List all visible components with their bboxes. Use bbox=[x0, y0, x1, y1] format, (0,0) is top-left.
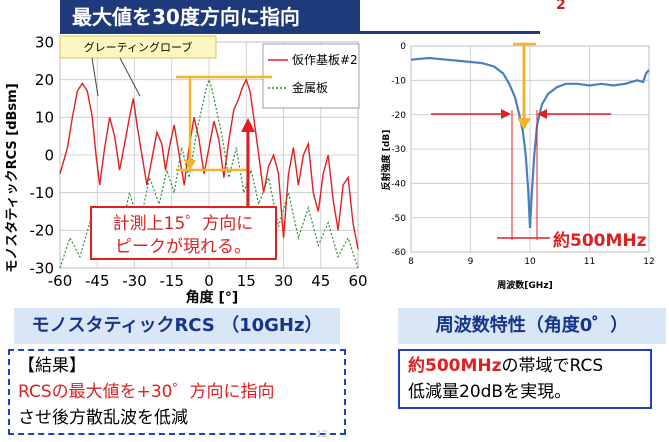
curves bbox=[59, 77, 359, 269]
title-underline bbox=[360, 31, 540, 34]
x-tick-label: -60 bbox=[48, 272, 73, 290]
bandwidth-text-2: 低減量20dBを実現。 bbox=[408, 382, 572, 402]
x-tick-label: -45 bbox=[85, 272, 110, 290]
result-box: 【結果】 RCSの最大値を+30゜方向に指向 させ後方散乱波を低減 bbox=[8, 349, 346, 435]
y-tick-label: -30 bbox=[391, 145, 406, 155]
y-tick-label: -60 bbox=[391, 248, 406, 258]
legend-label-fabricated: 仮作基板#2 bbox=[292, 53, 358, 67]
grating-lobe-callout: グレーティングローブ bbox=[59, 35, 217, 97]
legend: 仮作基板#2 金属板 bbox=[262, 43, 360, 109]
y-tick-label: -10 bbox=[391, 76, 406, 86]
x-tick-label: 10 bbox=[524, 257, 536, 267]
x-tick-label: 12 bbox=[643, 257, 654, 267]
x-tick-label: 8 bbox=[408, 257, 414, 267]
result-line-1: RCSの最大値を+30゜方向に指向 bbox=[18, 382, 275, 402]
series-line-1 bbox=[59, 77, 359, 269]
result-line-2: させ後方散乱波を低減 bbox=[18, 408, 188, 428]
bandwidth-highlight: 約500MHz bbox=[408, 356, 502, 376]
x-tick-label: 0 bbox=[204, 272, 214, 290]
curves bbox=[410, 56, 650, 229]
legend-label-metal: 金属板 bbox=[292, 80, 328, 95]
center-marker bbox=[513, 42, 536, 130]
corner-mark: 2 bbox=[556, 0, 566, 13]
x-tick-label: -15 bbox=[160, 272, 185, 290]
y-tick-label: -30 bbox=[30, 259, 55, 277]
y-tick-label: 10 bbox=[35, 109, 54, 127]
bandwidth-text-1: の帯域でRCS bbox=[501, 356, 604, 376]
series-line-0 bbox=[59, 77, 359, 250]
peak-bracket bbox=[176, 75, 272, 210]
tick-labels: 0 -10 -20 -30 -40 -50 -608 9 10 11 12 bbox=[391, 42, 654, 267]
x-tick-label: 11 bbox=[584, 257, 595, 267]
y-axis-label: モノスタティックRCS [dBsm] bbox=[5, 83, 20, 272]
y-tick-label: -10 bbox=[30, 184, 55, 202]
x-tick-label: 60 bbox=[348, 272, 367, 290]
y-tick-label: -20 bbox=[30, 222, 55, 240]
y-tick-label: 30 bbox=[35, 33, 54, 51]
page-title: 最大値を30度方向に指向 bbox=[60, 0, 360, 34]
bandwidth-arrows bbox=[431, 109, 611, 240]
frequency-response-chart: 0 -10 -20 -30 -40 -50 -608 9 10 11 12 反射強度 [dB] 周波… bbox=[380, 42, 655, 291]
x-tick-label: 45 bbox=[311, 272, 330, 290]
peak-callout-line2: ピークが現れる。 bbox=[115, 237, 251, 257]
y-axis-label: 反射強度 [dB] bbox=[380, 130, 392, 191]
grating-lobe-label: グレーティングローブ bbox=[84, 40, 193, 54]
series-line-0 bbox=[410, 56, 650, 229]
y-tick-label: -50 bbox=[391, 214, 406, 224]
bandwidth-box: 約500MHzの帯域でRCS 低減量20dBを実現。 bbox=[398, 349, 652, 409]
x-tick-label: 30 bbox=[274, 272, 293, 290]
peak-callout: 計測上15゜方向に ピークが現れる。 bbox=[90, 206, 277, 260]
y-tick-label: 0 bbox=[400, 42, 406, 52]
caption-monostatic-rcs: モノスタティックRCS （10GHz） bbox=[14, 308, 340, 344]
y-tick-label: -40 bbox=[391, 179, 406, 189]
x-axis-label: 周波数[GHz] bbox=[497, 279, 552, 291]
page-number: 12 bbox=[316, 430, 328, 440]
y-tick-label: 20 bbox=[35, 71, 54, 89]
peak-callout-line1: 計測上15゜方向に bbox=[113, 214, 254, 234]
bandwidth-label: 約500MHz bbox=[553, 230, 647, 251]
x-tick-label: 15 bbox=[237, 272, 256, 290]
caption-frequency-response: 周波数特性（角度0゜） bbox=[398, 308, 666, 344]
y-tick-label: -20 bbox=[391, 111, 406, 121]
y-tick-label: 0 bbox=[44, 146, 54, 164]
x-axis-label: 角度 [°] bbox=[186, 289, 239, 305]
x-tick-label: 9 bbox=[468, 257, 474, 267]
result-heading: 【結果】 bbox=[18, 356, 86, 376]
x-tick-label: -30 bbox=[122, 272, 147, 290]
